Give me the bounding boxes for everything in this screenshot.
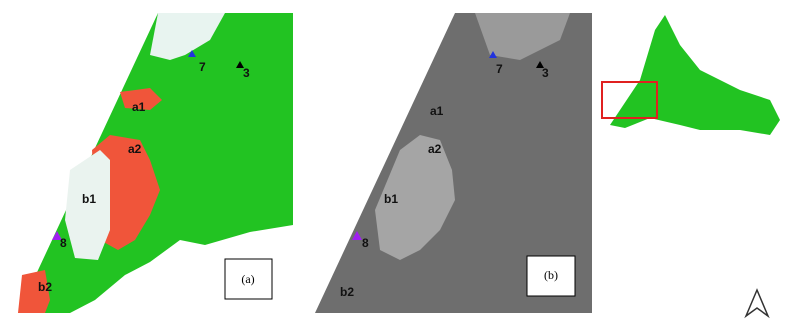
label: a2 — [128, 142, 142, 156]
caption: (a) — [241, 272, 254, 286]
label: b2 — [340, 285, 354, 299]
north-arrow — [746, 290, 768, 316]
label: 3 — [243, 66, 250, 80]
label: 8 — [362, 236, 369, 250]
inset-map — [602, 15, 780, 135]
figure: 7 3 a1 a2 b1 8 b2 (a) 7 3 a1 a2 b1 8 b2 … — [0, 0, 785, 320]
label: b1 — [384, 192, 398, 206]
panel-a: 7 3 a1 a2 b1 8 b2 (a) — [10, 13, 293, 313]
label: 7 — [199, 60, 206, 74]
label: 8 — [60, 236, 67, 250]
label: 3 — [542, 66, 549, 80]
label: a1 — [132, 100, 146, 114]
label: b1 — [82, 192, 96, 206]
label: 7 — [496, 62, 503, 76]
label: b2 — [38, 280, 52, 294]
caption: (b) — [544, 268, 558, 282]
label: a2 — [428, 142, 442, 156]
panel-b: 7 3 a1 a2 b1 8 b2 (b) — [300, 13, 592, 313]
label: a1 — [430, 104, 444, 118]
